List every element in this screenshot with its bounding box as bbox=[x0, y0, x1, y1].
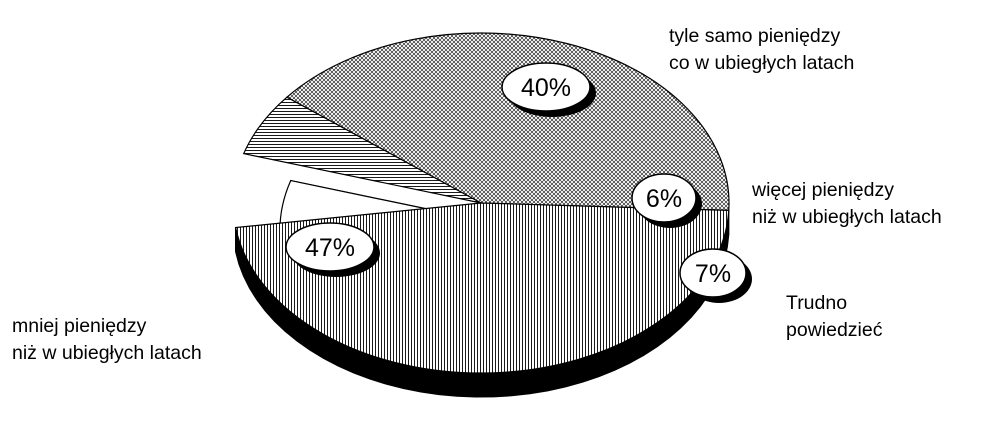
category-label-3: mniej pieniędzy niż w ubiegłych latach bbox=[12, 315, 202, 364]
value-bubble-0: 40% bbox=[501, 62, 596, 117]
value-label-2: 7% bbox=[695, 260, 731, 288]
value-bubble-3: 47% bbox=[285, 222, 380, 277]
slice-1 bbox=[242, 96, 482, 204]
value-label-3: 47% bbox=[305, 234, 355, 262]
value-label-0: 40% bbox=[521, 74, 571, 102]
value-label-1: 6% bbox=[646, 185, 682, 213]
slice-0 bbox=[285, 32, 730, 212]
slice-labels: 40% 6% 7% 47% tyle samo pieniędzy co w ubiegł… bbox=[12, 25, 942, 364]
category-label-2: Trudno powiedzieć bbox=[786, 292, 883, 341]
value-bubble-1: 6% bbox=[631, 173, 702, 228]
category-label-1: więcej pieniędzy niż w ubiegłych latach bbox=[751, 179, 942, 228]
category-label-0: tyle samo pieniędzy co w ubiegłych latach bbox=[669, 25, 854, 74]
value-bubble-2: 7% bbox=[679, 248, 752, 303]
